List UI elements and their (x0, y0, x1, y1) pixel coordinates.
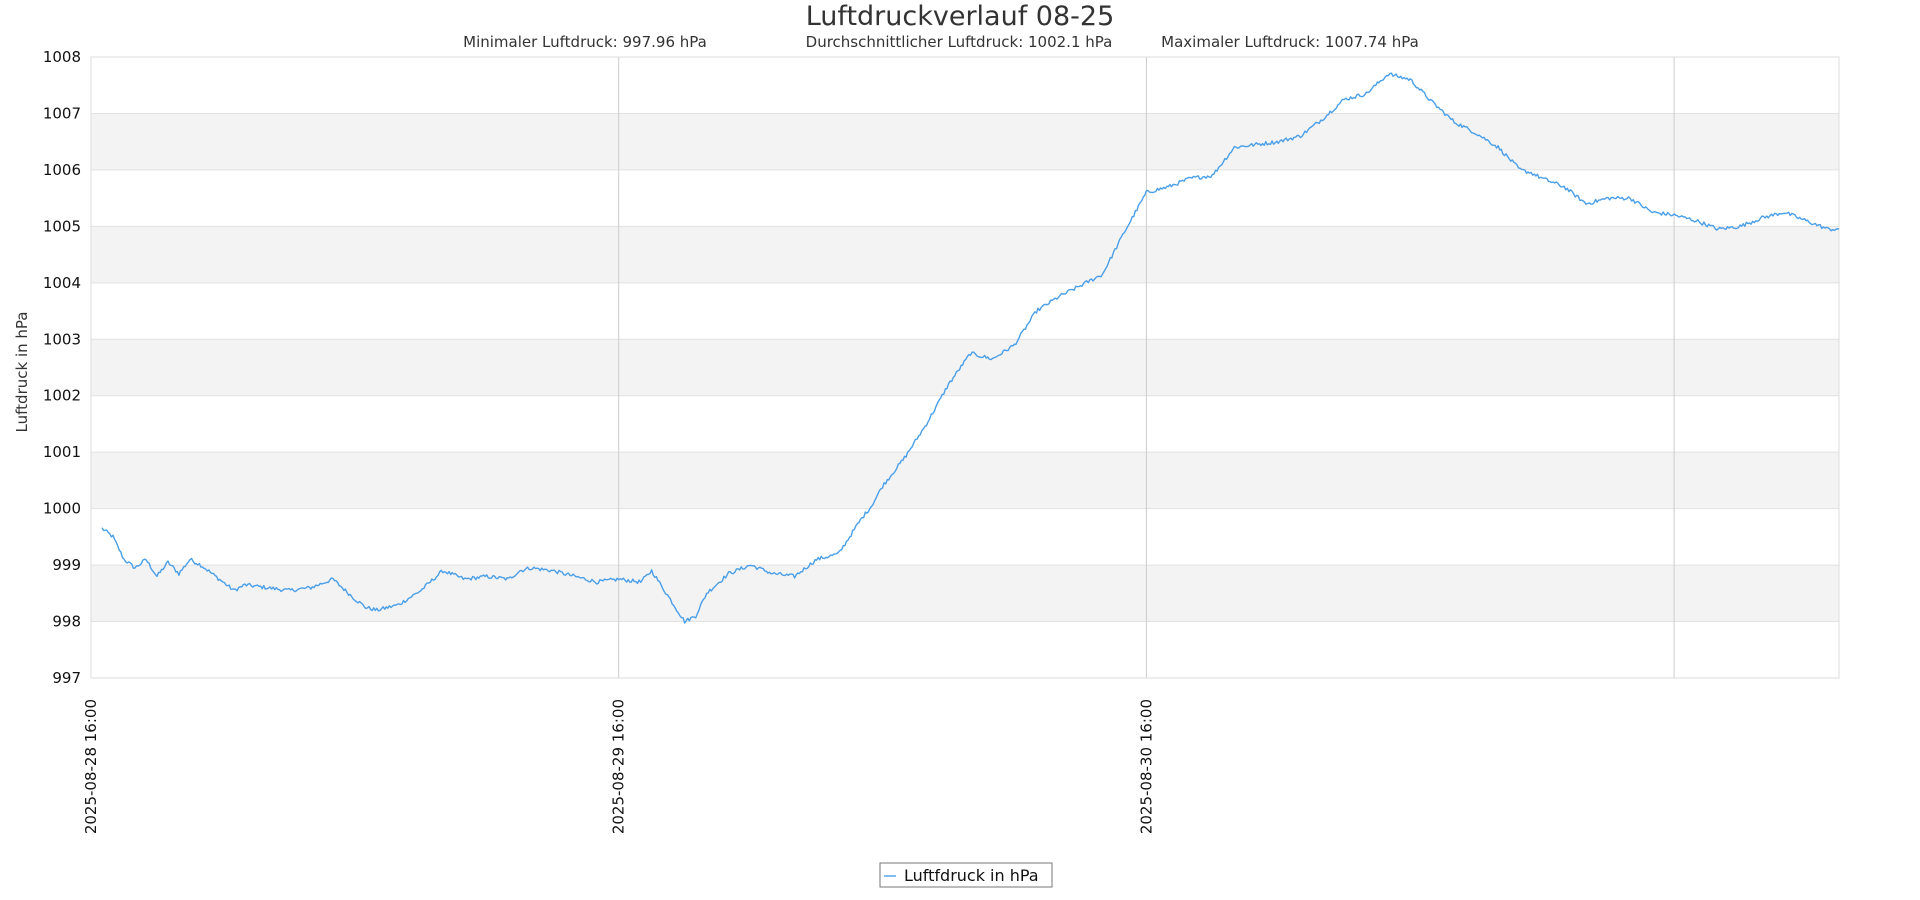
legend-label: Luftfdruck in hPa (904, 866, 1039, 885)
grid-band (91, 226, 1839, 283)
y-tick-label: 1000 (43, 500, 81, 518)
grid-band (91, 452, 1839, 509)
grid-band (91, 113, 1839, 170)
pressure-line (101, 72, 1840, 624)
chart-title: Luftdruckverlauf 08-25 (806, 1, 1115, 32)
y-tick-label: 998 (52, 613, 81, 631)
legend-box (879, 862, 1053, 888)
grid-band (91, 565, 1839, 622)
y-axis-ticks: 997 998 999 1000 1001 1002 1003 1004 1005 1006 100… (43, 48, 81, 687)
subtitle-min: Minimaler Luftdruck: 997.96 hPa (463, 33, 707, 51)
plot-frame (90, 56, 1840, 679)
y-tick-label: 1001 (43, 443, 81, 461)
y-tick-label: 1004 (43, 274, 81, 292)
subtitle-avg: Durchschnittlicher Luftdruck: 1002.1 hPa (806, 33, 1113, 51)
subtitle-max: Maximaler Luftdruck: 1007.74 hPa (1161, 33, 1419, 51)
y-tick-label: 1008 (43, 48, 81, 66)
y-tick-label: 999 (52, 556, 81, 574)
x-axis-ticks: 2025-08-28 16:00 2025-08-29 16:00 2025-08-… (82, 699, 1155, 834)
x-tick-label: 2025-08-29 16:00 (610, 699, 628, 834)
y-tick-label: 1007 (43, 104, 81, 122)
x-tick-label: 2025-08-28 16:00 (82, 699, 100, 834)
y-tick-label: 1002 (43, 387, 81, 405)
x-tick-label: 2025-08-30 16:00 (1137, 699, 1155, 834)
grid-band (91, 339, 1839, 396)
vertical-grid (618, 57, 1675, 678)
legend: Luftfdruck in hPa (879, 862, 1053, 888)
y-tick-label: 1005 (43, 217, 81, 235)
y-tick-label: 997 (52, 669, 81, 687)
grid-bands (91, 113, 1839, 622)
y-tick-label: 1003 (43, 330, 81, 348)
y-axis-label: Luftdruck in hPa (13, 312, 31, 433)
y-tick-label: 1006 (43, 161, 81, 179)
